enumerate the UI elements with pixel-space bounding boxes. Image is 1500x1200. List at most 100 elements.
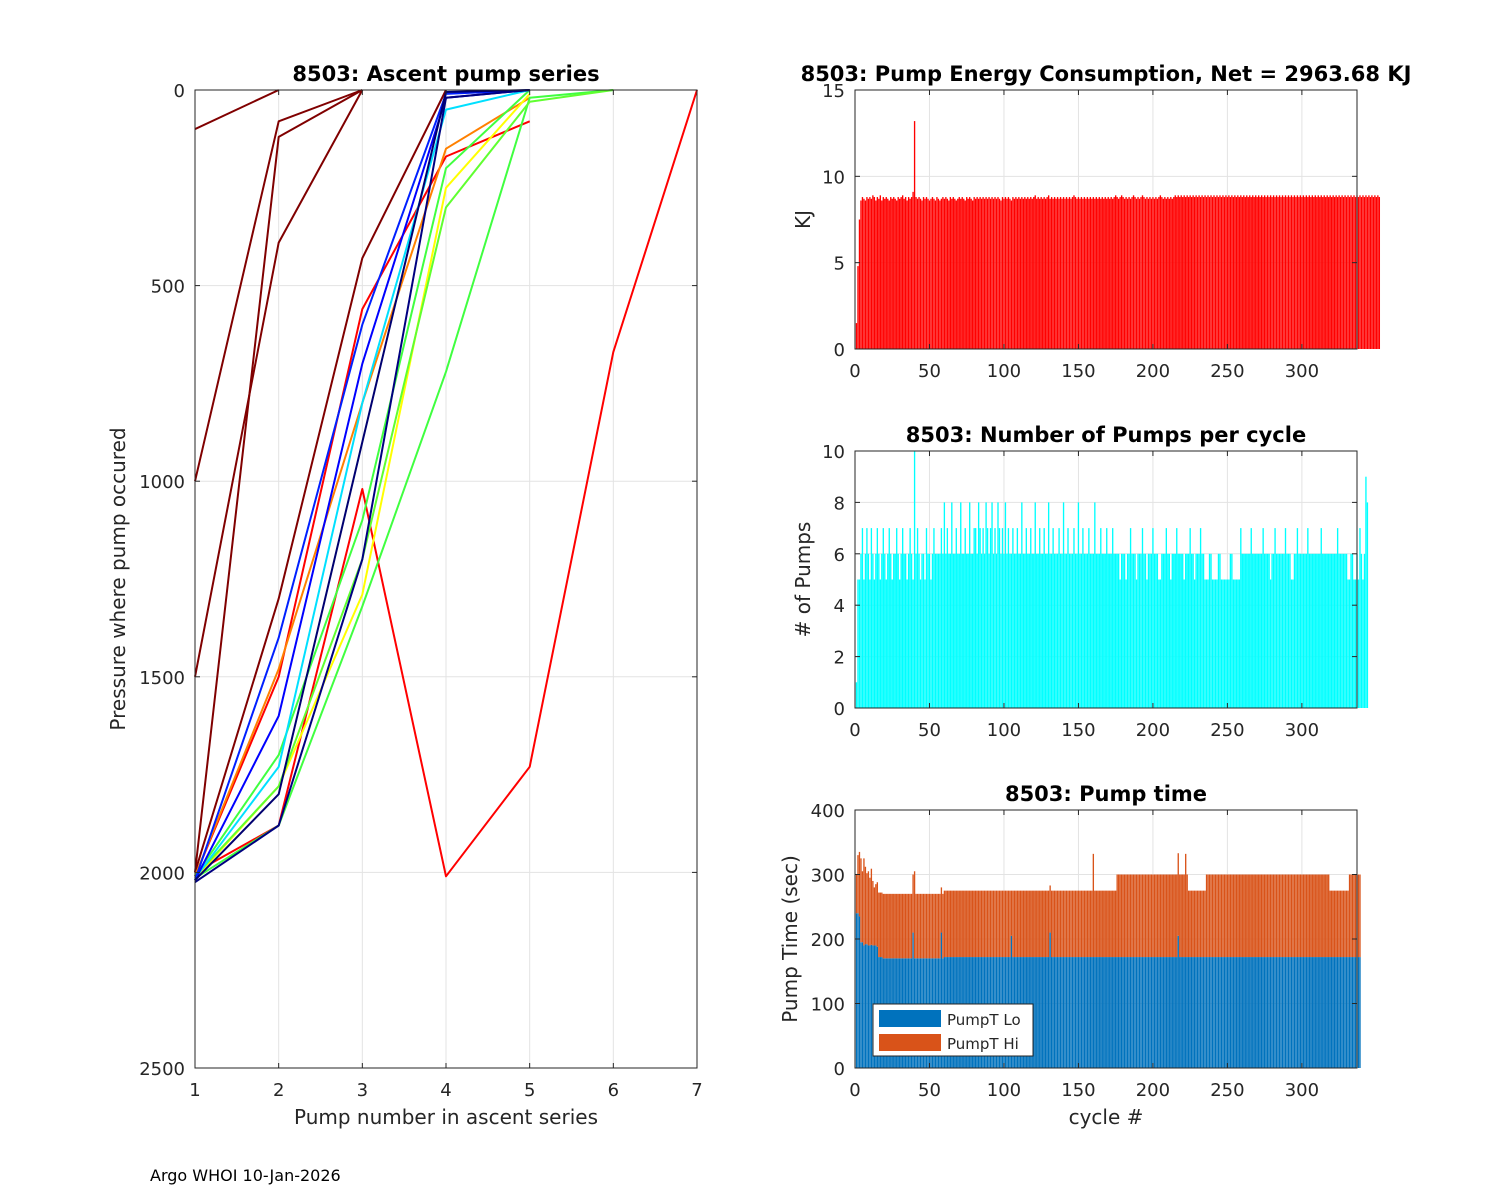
bar xyxy=(861,197,864,349)
bar xyxy=(1059,890,1062,958)
bar xyxy=(1208,553,1211,708)
bar xyxy=(1249,195,1251,349)
bar xyxy=(1109,198,1111,349)
bar xyxy=(1238,197,1240,349)
bar xyxy=(1137,874,1139,958)
bar xyxy=(942,893,944,959)
bar xyxy=(1129,874,1132,958)
chart-title: 8503: Number of Pumps per cycle xyxy=(906,423,1306,447)
bar xyxy=(1202,890,1205,958)
bar xyxy=(864,944,867,1068)
bar xyxy=(991,890,993,958)
bar xyxy=(1150,198,1153,349)
legend-entry: PumpT Lo xyxy=(947,1011,1021,1029)
bar xyxy=(1275,874,1278,958)
bar xyxy=(1243,195,1245,349)
bar xyxy=(1125,874,1127,958)
bar xyxy=(1244,874,1246,958)
bar xyxy=(918,197,920,349)
bar xyxy=(1363,553,1366,708)
bar xyxy=(966,890,968,958)
bar xyxy=(1022,198,1024,349)
bar xyxy=(1107,197,1109,349)
bar xyxy=(939,553,941,708)
bar xyxy=(1359,528,1361,708)
bar xyxy=(1174,874,1176,958)
bar xyxy=(1202,957,1205,1068)
bar xyxy=(1219,195,1221,349)
bar xyxy=(1003,553,1005,708)
bar xyxy=(1232,957,1235,1068)
bar xyxy=(893,553,895,708)
bar xyxy=(863,945,865,1068)
bar xyxy=(1025,198,1027,349)
bar xyxy=(1088,198,1090,349)
bar xyxy=(925,528,928,708)
bar xyxy=(1104,890,1106,958)
bar xyxy=(1165,874,1167,958)
bar xyxy=(1317,957,1319,1068)
bar xyxy=(873,197,876,349)
bar xyxy=(957,198,959,349)
bar xyxy=(1193,890,1196,958)
bar xyxy=(863,198,865,349)
bar xyxy=(1195,890,1197,958)
bar xyxy=(1185,197,1187,349)
bar xyxy=(1252,195,1254,349)
bar xyxy=(913,121,916,349)
bar xyxy=(1196,553,1199,708)
bar xyxy=(942,197,944,349)
bar xyxy=(1289,874,1291,958)
bar xyxy=(1307,874,1309,958)
bar xyxy=(1003,198,1005,349)
bar xyxy=(1134,197,1136,349)
bar xyxy=(919,198,922,349)
bar xyxy=(1272,874,1275,958)
bar xyxy=(1007,890,1010,958)
bar xyxy=(1280,197,1282,349)
bar xyxy=(1198,195,1200,349)
x-axis-label: cycle # xyxy=(1069,1105,1144,1129)
bar xyxy=(1329,195,1331,349)
bar xyxy=(1268,874,1270,958)
bar xyxy=(1146,957,1148,1068)
bar xyxy=(1216,195,1218,349)
bar xyxy=(1100,528,1102,708)
bar xyxy=(1263,957,1266,1068)
bar xyxy=(1241,553,1243,708)
bar xyxy=(863,858,865,946)
bar xyxy=(907,553,910,708)
bar xyxy=(1150,957,1153,1068)
series-line xyxy=(194,89,363,482)
bar xyxy=(1192,195,1194,349)
bar xyxy=(1354,579,1357,708)
bar xyxy=(928,893,931,959)
bar xyxy=(1287,553,1290,708)
bar xyxy=(1328,197,1330,349)
bar xyxy=(1030,528,1032,708)
bar xyxy=(1089,553,1092,708)
legend-swatch xyxy=(879,1010,941,1027)
bar xyxy=(1201,890,1203,958)
bar xyxy=(966,553,968,708)
bar xyxy=(1119,957,1121,1068)
bar xyxy=(1132,553,1135,708)
bar xyxy=(924,198,926,349)
bar xyxy=(1043,197,1045,349)
bar xyxy=(1283,553,1285,708)
bar xyxy=(1058,957,1060,1068)
bar xyxy=(1336,957,1339,1068)
bar xyxy=(1241,197,1243,349)
bar xyxy=(1061,198,1063,349)
bar xyxy=(1341,957,1343,1068)
bar xyxy=(1347,579,1349,708)
bar xyxy=(951,890,953,958)
bar xyxy=(1263,874,1266,958)
bar xyxy=(957,553,959,708)
bar xyxy=(1123,553,1126,708)
bar xyxy=(1244,553,1246,708)
bar xyxy=(986,890,989,958)
bar xyxy=(867,871,870,946)
bar xyxy=(1228,195,1230,349)
bar xyxy=(1255,553,1257,708)
